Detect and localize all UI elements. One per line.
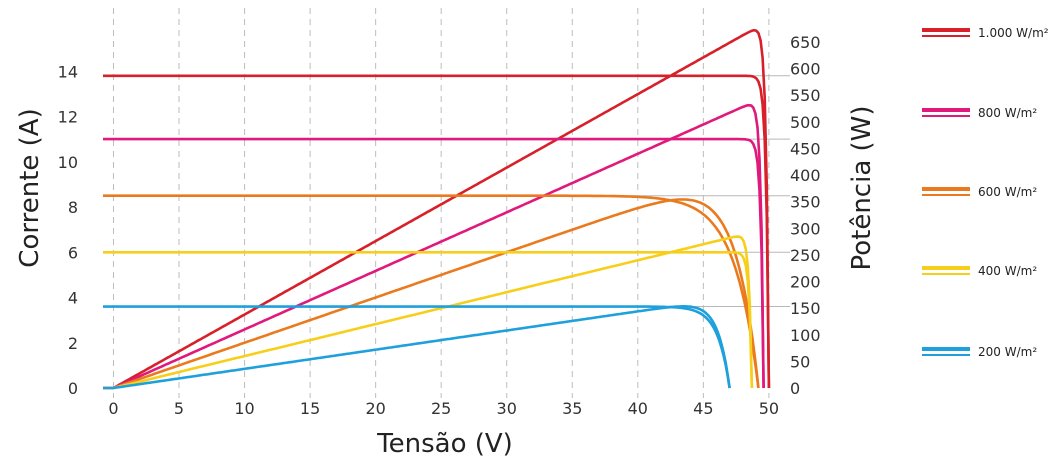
power-curve bbox=[103, 198, 760, 390]
x-tick-label: 15 bbox=[300, 399, 320, 418]
current-curve bbox=[103, 194, 760, 389]
x-tick-label: 40 bbox=[628, 399, 648, 418]
x-axis-title: Tensão (V) bbox=[376, 429, 513, 459]
x-tick-label: 30 bbox=[497, 399, 517, 418]
legend-label: 800 W/m² bbox=[978, 106, 1037, 120]
y-left-tick-label: 14 bbox=[58, 62, 78, 81]
legend-swatch-thin bbox=[922, 354, 970, 356]
legend-swatch bbox=[922, 187, 970, 191]
x-tick-label: 45 bbox=[693, 399, 713, 418]
y-left-tick-label: 12 bbox=[58, 108, 78, 127]
legend-swatch bbox=[922, 108, 970, 112]
y-right-tick-label: 450 bbox=[790, 139, 821, 158]
curves bbox=[103, 28, 771, 390]
legend-swatch-thin bbox=[922, 273, 970, 275]
power-curve bbox=[103, 28, 771, 390]
y-right-tick-label: 500 bbox=[790, 113, 821, 132]
y-right-tick-label: 300 bbox=[790, 219, 821, 238]
legend-swatch bbox=[922, 347, 970, 351]
legend-label: 1.000 W/m² bbox=[978, 26, 1049, 40]
y-right-tick-label: 200 bbox=[790, 273, 821, 292]
power-curve bbox=[103, 305, 731, 390]
power-curve bbox=[103, 103, 765, 390]
current-curve bbox=[103, 74, 771, 389]
y-left-tick-label: 2 bbox=[68, 334, 78, 353]
y-right-tick-label: 550 bbox=[790, 86, 821, 105]
x-tick-label: 20 bbox=[365, 399, 385, 418]
ticks: 0 5 10 15 20 25 30 35 40 45 5002468101214050100150… bbox=[58, 33, 821, 418]
x-tick-label: 25 bbox=[431, 399, 451, 418]
legend-swatch bbox=[922, 28, 970, 32]
legend-swatch-thin bbox=[922, 194, 970, 196]
y-left-tick-label: 0 bbox=[68, 379, 78, 398]
x-tick-label: 10 bbox=[234, 399, 254, 418]
y-right-axis-title: Potência (W) bbox=[847, 105, 877, 270]
y-left-tick-label: 4 bbox=[68, 289, 78, 308]
power-curve bbox=[103, 235, 754, 390]
y-right-tick-label: 650 bbox=[790, 33, 821, 52]
y-right-tick-label: 250 bbox=[790, 246, 821, 265]
x-tick-label: 50 bbox=[759, 399, 779, 418]
y-left-tick-label: 8 bbox=[68, 198, 78, 217]
legend-swatch-thin bbox=[922, 35, 970, 37]
x-tick-label: 0 bbox=[108, 399, 118, 418]
legend-label: 600 W/m² bbox=[978, 185, 1037, 199]
y-left-tick-label: 10 bbox=[58, 153, 78, 172]
y-right-tick-label: 50 bbox=[790, 352, 810, 371]
y-right-tick-label: 0 bbox=[790, 379, 800, 398]
y-left-axis-title: Corrente (A) bbox=[15, 108, 45, 267]
legend-swatch-thin bbox=[922, 115, 970, 117]
current-curve bbox=[103, 251, 754, 389]
legend-label: 400 W/m² bbox=[978, 264, 1037, 278]
legend-label: 200 W/m² bbox=[978, 345, 1037, 359]
y-left-tick-label: 6 bbox=[68, 243, 78, 262]
legend-swatch bbox=[922, 266, 970, 270]
x-tick-label: 35 bbox=[562, 399, 582, 418]
y-right-tick-label: 400 bbox=[790, 166, 821, 185]
x-tick-label: 5 bbox=[174, 399, 184, 418]
legend: 1.000 W/m² 800 W/m² 600 W/m² 400 W/m² 200 W/… bbox=[922, 26, 1049, 359]
y-right-tick-label: 150 bbox=[790, 299, 821, 318]
current-curve bbox=[103, 137, 765, 389]
y-right-tick-label: 350 bbox=[790, 193, 821, 212]
y-right-tick-label: 600 bbox=[790, 60, 821, 79]
current-curve bbox=[103, 305, 731, 389]
y-right-tick-label: 100 bbox=[790, 326, 821, 345]
